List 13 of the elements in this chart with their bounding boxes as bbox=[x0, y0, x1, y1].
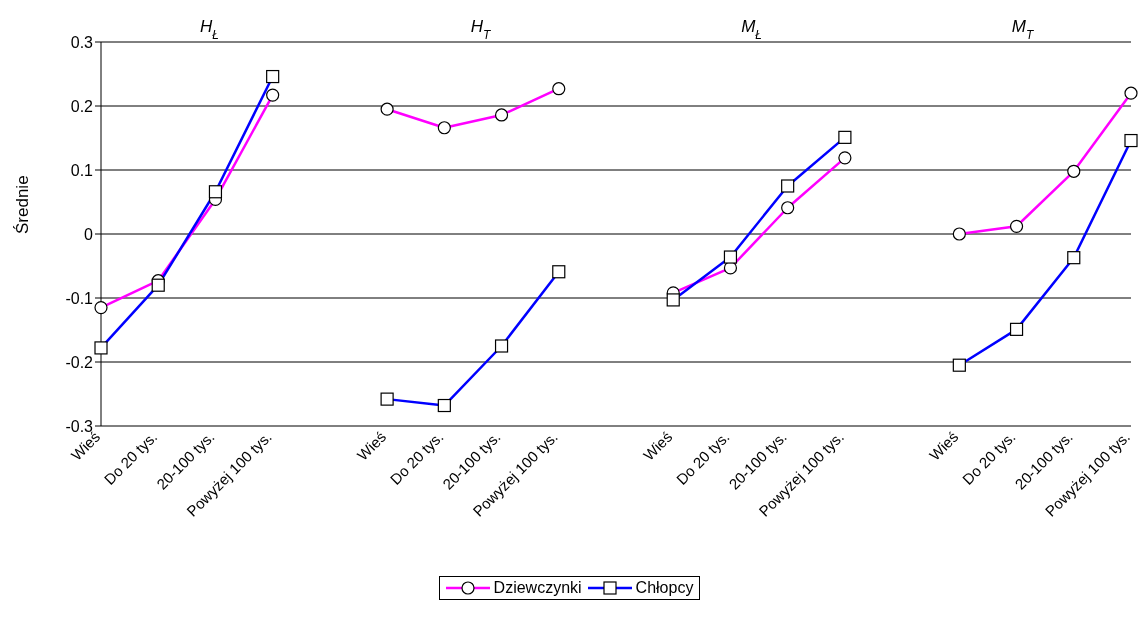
text: M$_{Ł}$ bbox=[741, 17, 762, 42]
text: H$_{Ł}$ bbox=[199, 17, 219, 42]
y-axis-title: Średnie bbox=[13, 175, 33, 234]
y-tick-label: 0.1 bbox=[70, 161, 94, 179]
text: H$_{T}$ bbox=[470, 17, 491, 42]
text: M$_{T}$ bbox=[1011, 17, 1035, 42]
legend-label: Dziewczynki bbox=[493, 579, 582, 597]
y-tick-label: 0 bbox=[84, 225, 94, 243]
y-tick-label: 0.2 bbox=[70, 97, 94, 115]
y-tick-label: -0.1 bbox=[65, 289, 94, 307]
y-tick-label: 0.3 bbox=[70, 33, 94, 51]
legend-label: Chłopcy bbox=[635, 579, 694, 597]
y-tick-label: -0.2 bbox=[65, 353, 94, 371]
